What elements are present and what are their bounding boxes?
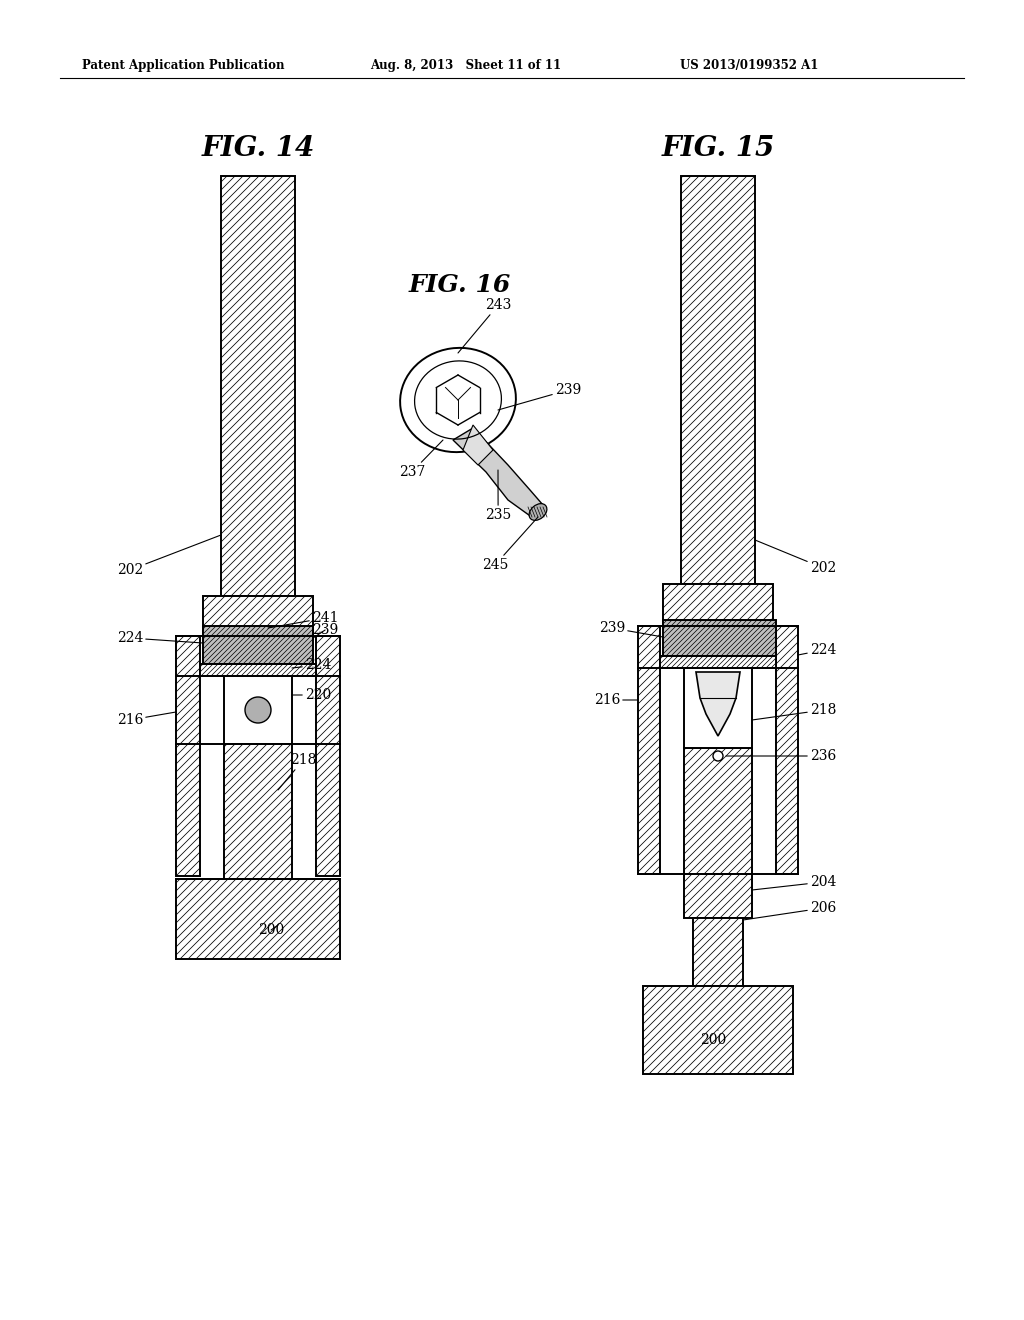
Polygon shape: [453, 428, 543, 517]
Text: FIG. 15: FIG. 15: [662, 135, 774, 161]
Polygon shape: [776, 626, 798, 874]
Polygon shape: [638, 626, 660, 874]
Polygon shape: [663, 620, 776, 656]
Polygon shape: [693, 917, 743, 986]
Polygon shape: [224, 744, 292, 879]
Text: 235: 235: [485, 470, 511, 521]
Polygon shape: [663, 583, 773, 626]
Text: 218: 218: [278, 752, 316, 789]
Polygon shape: [696, 672, 740, 737]
Polygon shape: [684, 874, 752, 917]
Polygon shape: [224, 676, 292, 744]
Text: 202: 202: [755, 540, 837, 576]
Text: 204: 204: [752, 875, 837, 890]
Circle shape: [713, 751, 723, 762]
Text: FIG. 16: FIG. 16: [409, 273, 511, 297]
Polygon shape: [660, 656, 776, 668]
Text: Aug. 8, 2013   Sheet 11 of 11: Aug. 8, 2013 Sheet 11 of 11: [370, 58, 561, 71]
Text: 224: 224: [117, 631, 203, 645]
Text: 239: 239: [599, 620, 663, 638]
Text: 237: 237: [398, 440, 443, 479]
Text: 245: 245: [482, 517, 538, 572]
Polygon shape: [176, 636, 200, 876]
Text: 239: 239: [312, 623, 338, 638]
Text: 200: 200: [258, 923, 285, 937]
Polygon shape: [681, 176, 755, 583]
Polygon shape: [660, 656, 776, 668]
Polygon shape: [203, 626, 313, 664]
Polygon shape: [221, 176, 295, 597]
Text: US 2013/0199352 A1: US 2013/0199352 A1: [680, 58, 818, 71]
Text: 224: 224: [798, 643, 837, 657]
Text: 216: 216: [594, 693, 638, 708]
Circle shape: [245, 697, 271, 723]
Polygon shape: [463, 425, 493, 465]
Text: 224: 224: [292, 657, 332, 672]
Ellipse shape: [529, 504, 547, 520]
Polygon shape: [200, 664, 316, 676]
Ellipse shape: [400, 348, 516, 453]
Text: 241: 241: [268, 611, 339, 628]
Polygon shape: [316, 636, 340, 876]
Polygon shape: [203, 597, 313, 636]
Text: 200: 200: [700, 1030, 726, 1047]
Text: 218: 218: [752, 704, 837, 719]
Polygon shape: [684, 668, 752, 748]
Text: 202: 202: [117, 535, 221, 577]
Text: FIG. 14: FIG. 14: [202, 135, 314, 161]
Text: 239: 239: [498, 383, 582, 411]
Text: 206: 206: [743, 902, 837, 920]
Text: 220: 220: [292, 688, 331, 702]
Text: 243: 243: [458, 298, 511, 352]
Text: Patent Application Publication: Patent Application Publication: [82, 58, 285, 71]
Text: 216: 216: [117, 711, 176, 727]
Polygon shape: [643, 986, 793, 1074]
Polygon shape: [684, 748, 752, 874]
Polygon shape: [176, 879, 340, 960]
Text: 236: 236: [726, 748, 837, 763]
